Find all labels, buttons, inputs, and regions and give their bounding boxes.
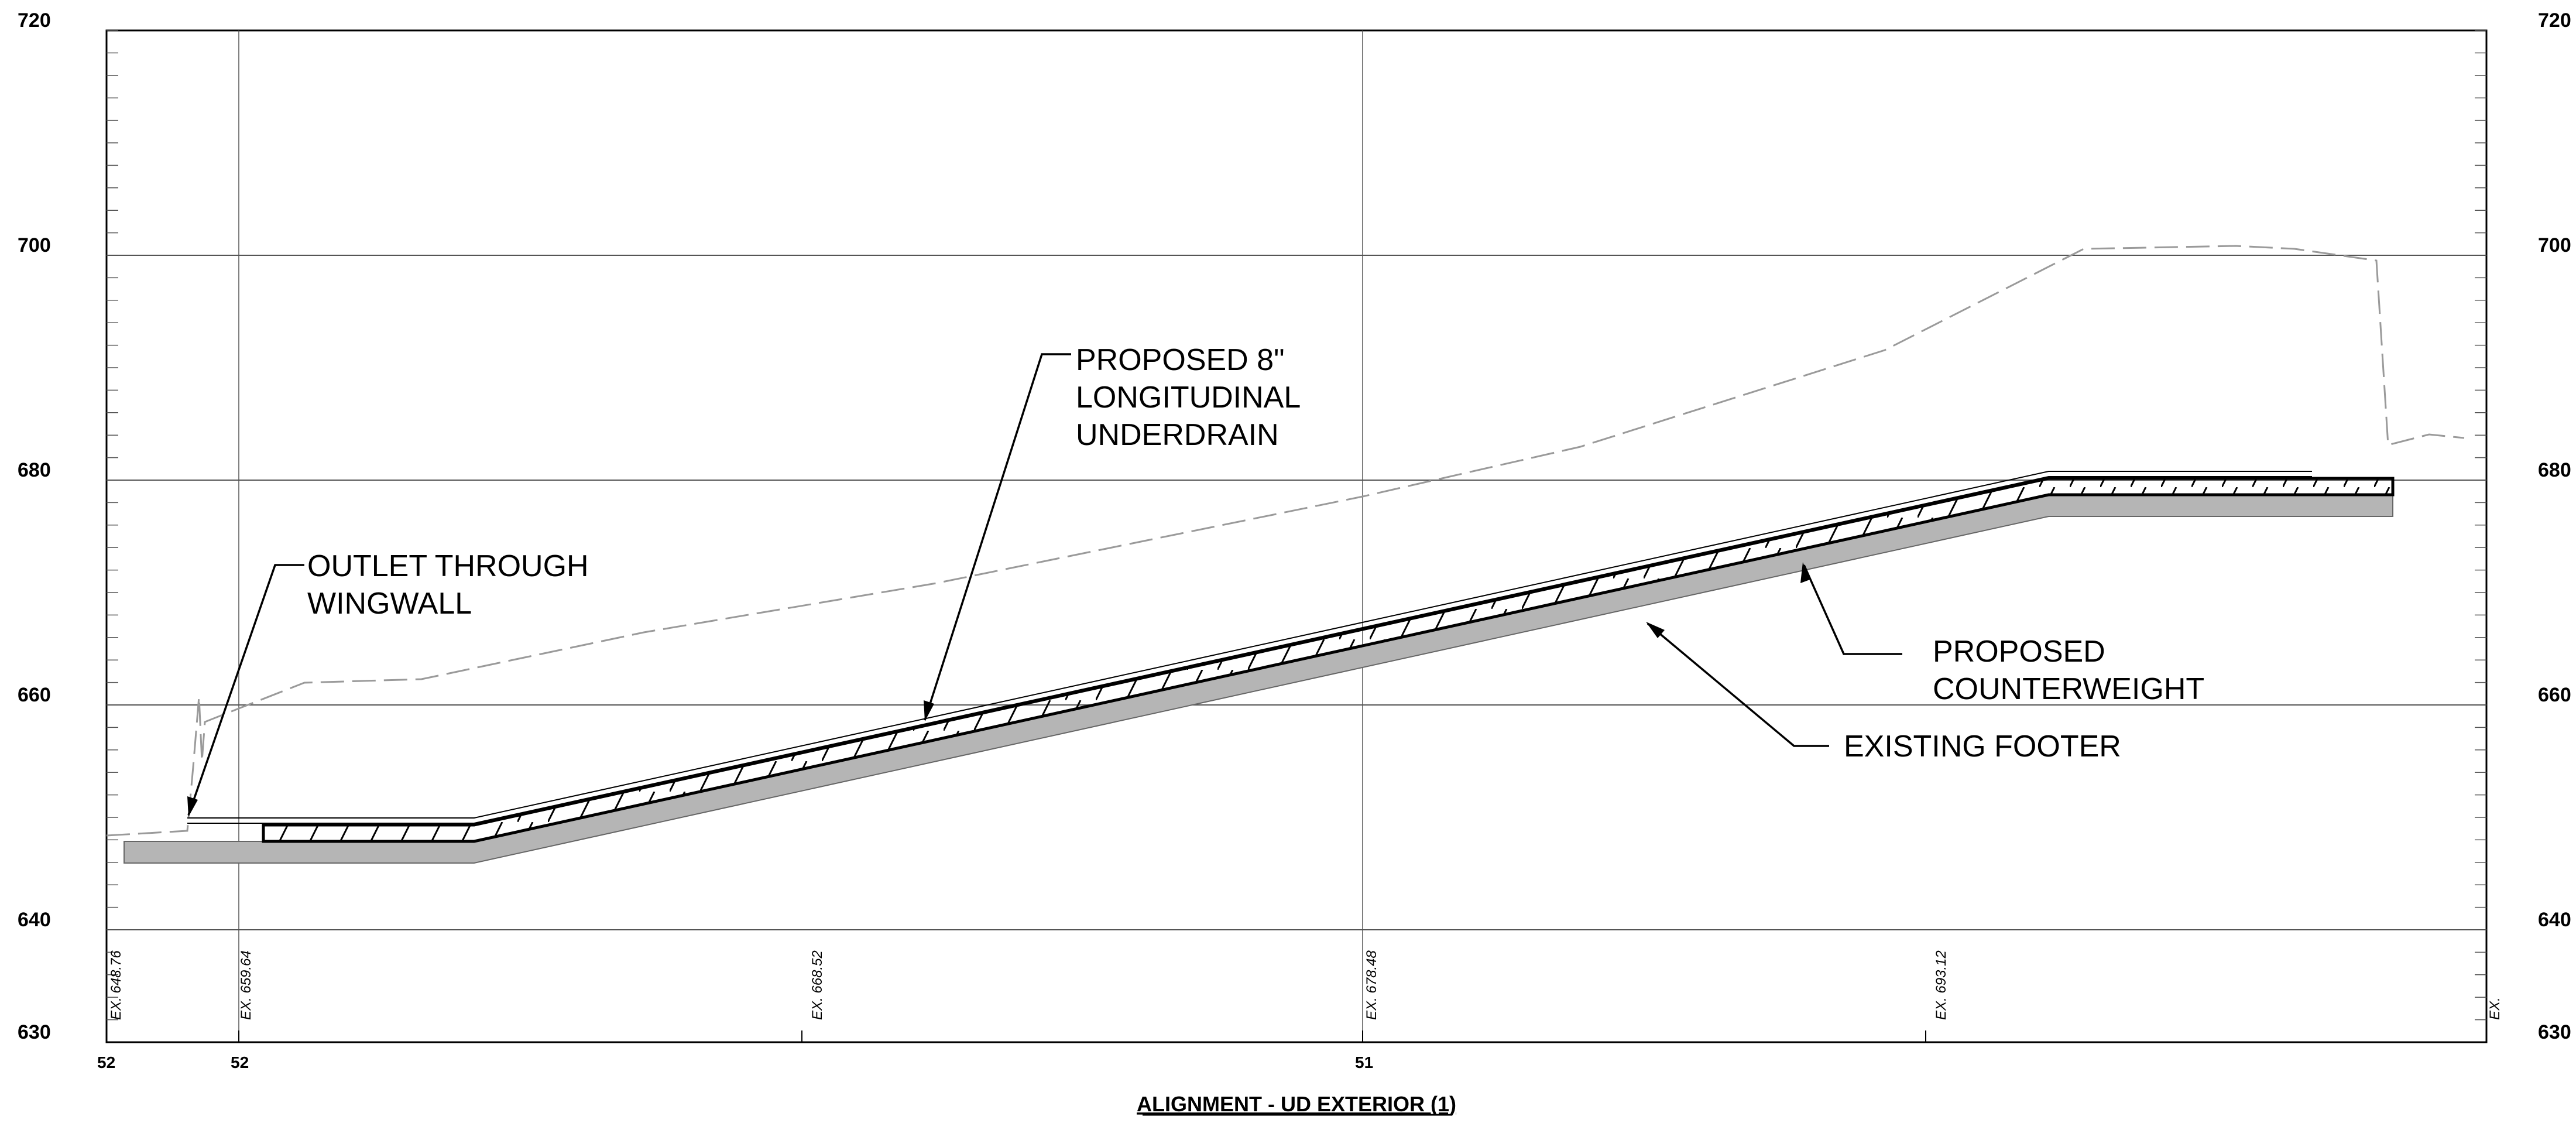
callout-line: PROPOSED 8" <box>1076 343 1285 377</box>
callout-line: WINGWALL <box>307 587 472 621</box>
elevation-labels-left: 720 700 680 660 640 630 <box>18 9 51 1043</box>
elev-label-700: 700 <box>18 234 51 256</box>
callout-line: UNDERDRAIN <box>1076 418 1279 452</box>
proposed-underdrain <box>187 471 2312 819</box>
station-label: 52 <box>231 1053 249 1071</box>
ex-label: EX. 678.48 <box>1364 950 1380 1020</box>
plot-frame <box>105 29 2488 1043</box>
elev-label-640: 640 <box>2538 909 2571 931</box>
callout-counterweight: PROPOSED COUNTERWEIGHT <box>1933 635 2204 706</box>
callout-footer: EXISTING FOOTER <box>1844 730 2121 763</box>
callout-outlet: OUTLET THROUGH WINGWALL <box>307 549 589 621</box>
existing-ground-line <box>106 245 2465 837</box>
elev-label-660: 660 <box>18 684 51 706</box>
elev-label-680: 680 <box>18 459 51 481</box>
station-labels: 52 52 51 <box>97 1053 1373 1071</box>
ex-label: EX. 668.52 <box>809 950 825 1020</box>
station-label: 52 <box>97 1053 115 1071</box>
elevation-labels-right: 720 700 680 660 640 630 <box>2538 9 2571 1043</box>
elev-label-660: 660 <box>2538 684 2571 706</box>
callout-line: PROPOSED <box>1933 635 2105 669</box>
callout-underdrain: PROPOSED 8" LONGITUDINAL UNDERDRAIN <box>1076 343 1301 452</box>
proposed-underdrain-lower <box>187 476 2312 824</box>
ex-label: EX. <box>2487 997 2503 1020</box>
station-label: 51 <box>1355 1053 1373 1071</box>
elev-label-720: 720 <box>2538 9 2571 32</box>
existing-elevation-labels: EX. 648.76 EX. 659.64 EX. 668.52 EX. 678… <box>108 950 2503 1020</box>
elev-label-720: 720 <box>18 9 51 32</box>
ex-label: EX. 693.12 <box>1933 950 1949 1020</box>
elevation-ticks <box>107 30 2486 1021</box>
elev-label-630: 630 <box>2538 1021 2571 1043</box>
callout-line: COUNTERWEIGHT <box>1933 672 2204 706</box>
station-grid <box>238 30 1363 1042</box>
drawing-title: ALIGNMENT - UD EXTERIOR (1) <box>1137 1092 1456 1116</box>
callout-line: LONGITUDINAL <box>1076 381 1301 415</box>
callout-arrowheads <box>187 562 1810 817</box>
station-ticks <box>238 1030 1926 1042</box>
elev-label-640: 640 <box>18 909 51 931</box>
elev-label-700: 700 <box>2538 234 2571 256</box>
callout-line: EXISTING FOOTER <box>1844 730 2121 763</box>
elev-label-630: 630 <box>18 1021 51 1043</box>
proposed-counterweight <box>262 477 2395 843</box>
ex-label: EX. 648.76 <box>108 950 124 1020</box>
ex-label: EX. 659.64 <box>238 950 254 1020</box>
elev-label-680: 680 <box>2538 459 2571 481</box>
callout-line: OUTLET THROUGH <box>307 549 589 583</box>
callout-leaders <box>187 353 1902 816</box>
